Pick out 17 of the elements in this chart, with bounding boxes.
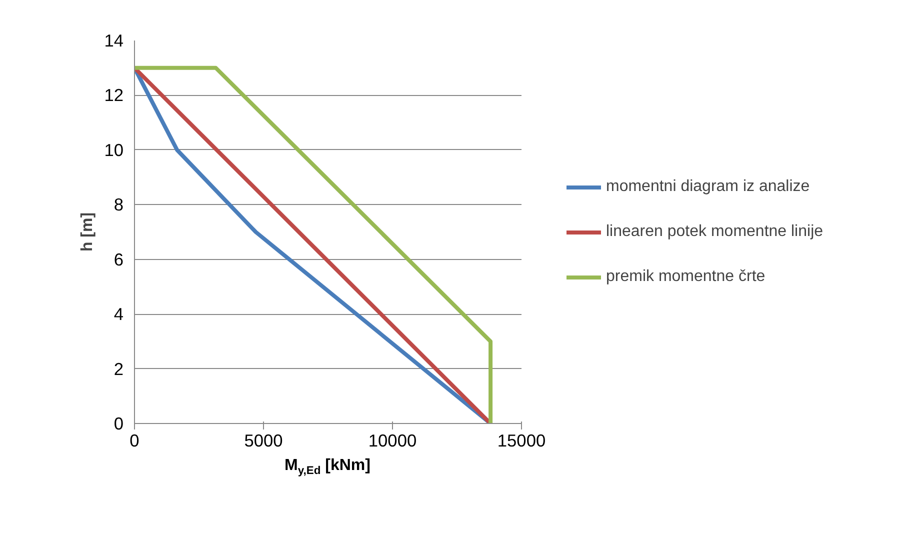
legend-label: momentni diagram iz analize bbox=[606, 178, 810, 196]
y-tick-label: 2 bbox=[114, 358, 124, 379]
y-tick-label: 8 bbox=[114, 194, 124, 215]
y-tick-label: 0 bbox=[114, 414, 124, 434]
x-tick-label: 0 bbox=[130, 430, 140, 450]
y-tick-label: 14 bbox=[104, 30, 124, 50]
x-tick-label: 15000 bbox=[497, 430, 546, 450]
x-tick-label: 10000 bbox=[368, 430, 417, 450]
legend-label: premik momentne črte bbox=[606, 268, 766, 286]
y-tick-label: 4 bbox=[114, 304, 124, 324]
y-axis-title: h [m] bbox=[79, 212, 96, 252]
x-axis-title: M$_{y,Ed}$ [kNm] bbox=[284, 456, 370, 480]
y-tick-label: 10 bbox=[104, 140, 124, 160]
x-tick-label: 5000 bbox=[244, 430, 283, 450]
y-tick-label: 6 bbox=[114, 249, 124, 270]
legend-label: linearen potek momentne linije bbox=[606, 222, 824, 240]
y-tick-label: 12 bbox=[104, 85, 124, 106]
